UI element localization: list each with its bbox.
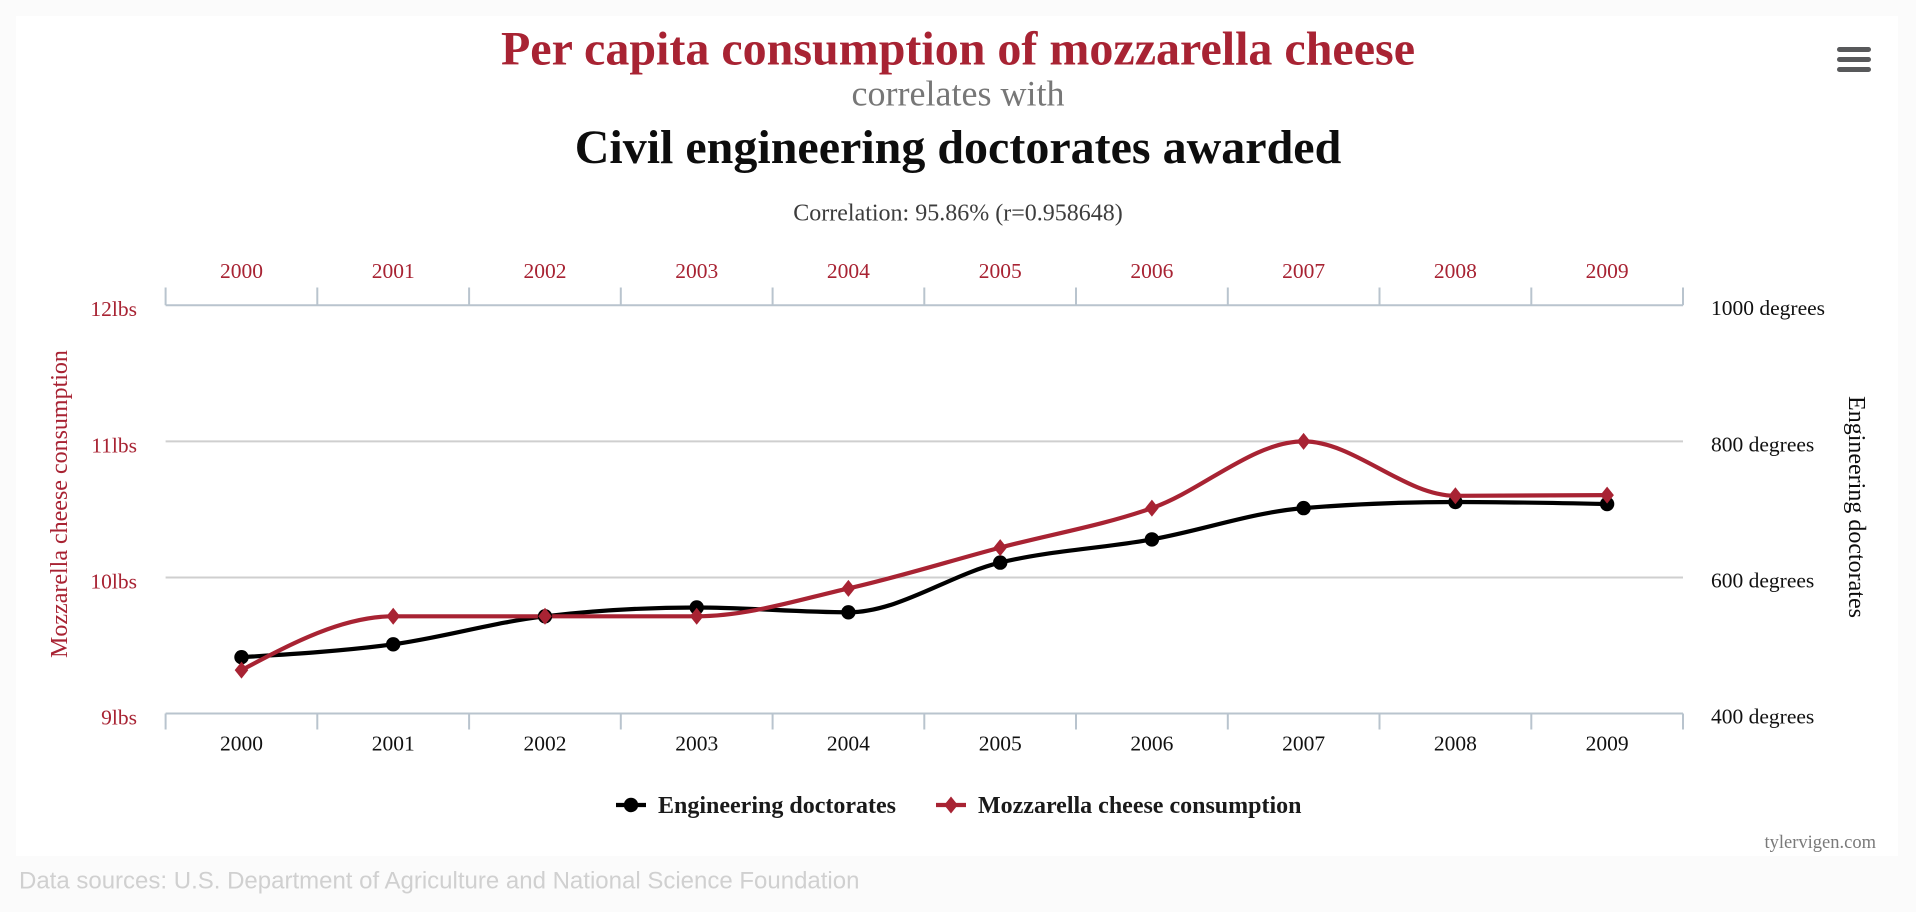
svg-text:2008: 2008	[1434, 732, 1477, 756]
svg-text:Correlation: 95.86% (r=0.95864: Correlation: 95.86% (r=0.958648)	[793, 201, 1122, 227]
svg-text:400 degrees: 400 degrees	[1711, 705, 1814, 729]
svg-text:10lbs: 10lbs	[90, 570, 137, 594]
svg-text:2003: 2003	[675, 732, 718, 756]
svg-text:2004: 2004	[827, 259, 870, 283]
svg-text:Data sources: U.S. Department: Data sources: U.S. Department of Agricul…	[19, 868, 859, 895]
svg-text:2004: 2004	[827, 732, 870, 756]
svg-text:2000: 2000	[220, 259, 263, 283]
svg-text:2008: 2008	[1434, 259, 1477, 283]
svg-text:2000: 2000	[220, 732, 263, 756]
svg-text:correlates with: correlates with	[852, 74, 1065, 114]
svg-text:2005: 2005	[979, 732, 1022, 756]
svg-text:2009: 2009	[1586, 732, 1629, 756]
svg-text:Mozzarella cheese consumption: Mozzarella cheese consumption	[47, 350, 73, 658]
svg-text:Engineering doctorates: Engineering doctorates	[1843, 396, 1869, 618]
svg-text:tylervigen.com: tylervigen.com	[1765, 833, 1877, 853]
svg-text:2006: 2006	[1130, 732, 1173, 756]
svg-text:Engineering doctorates: Engineering doctorates	[658, 793, 896, 819]
svg-text:2001: 2001	[372, 259, 415, 283]
svg-text:2002: 2002	[524, 259, 567, 283]
svg-text:2007: 2007	[1282, 732, 1325, 756]
svg-text:2005: 2005	[979, 259, 1022, 283]
svg-text:2009: 2009	[1586, 259, 1629, 283]
svg-text:Civil engineering doctorates a: Civil engineering doctorates awarded	[575, 121, 1342, 174]
svg-text:9lbs: 9lbs	[101, 706, 137, 730]
svg-text:800 degrees: 800 degrees	[1711, 432, 1814, 456]
svg-text:2002: 2002	[524, 732, 567, 756]
svg-text:600 degrees: 600 degrees	[1711, 569, 1814, 593]
svg-text:12lbs: 12lbs	[90, 297, 137, 321]
svg-text:Per capita consumption of mozz: Per capita consumption of mozzarella che…	[501, 23, 1415, 76]
svg-text:2003: 2003	[675, 259, 718, 283]
svg-text:1000 degrees: 1000 degrees	[1711, 296, 1825, 320]
svg-text:2006: 2006	[1130, 259, 1173, 283]
svg-text:2007: 2007	[1282, 259, 1325, 283]
svg-text:2001: 2001	[372, 732, 415, 756]
svg-text:Mozzarella cheese consumption: Mozzarella cheese consumption	[978, 793, 1302, 819]
svg-text:11lbs: 11lbs	[91, 433, 137, 457]
